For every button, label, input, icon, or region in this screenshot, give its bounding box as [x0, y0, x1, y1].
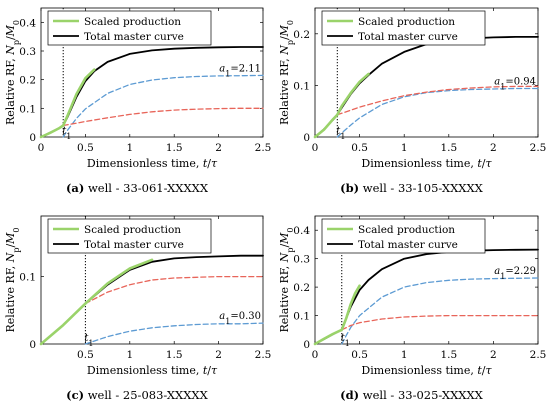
x-tick-label: 2: [215, 142, 222, 154]
a1-label: a1=2.11: [219, 63, 261, 78]
legend-box: [321, 10, 486, 46]
series-scaled-production: [313, 72, 370, 139]
x-tick-label: 0: [312, 349, 319, 361]
x-tick-label: 0.5: [77, 349, 94, 361]
x-tick-label: 1.5: [440, 349, 457, 361]
y-tick-label: 0.2: [293, 29, 310, 41]
series-component-red: [336, 85, 539, 116]
legend-label-scaled: Scaled production: [84, 16, 181, 28]
y-tick-label: 0.3: [293, 254, 310, 266]
x-axis-label: Dimensionless time, t/τ: [87, 364, 218, 377]
x-tick-label: 1.5: [440, 142, 457, 154]
t1-label: t1: [336, 126, 345, 141]
x-tick-label: 1: [126, 142, 133, 154]
y-tick-label: 0.3: [19, 46, 36, 58]
legend-label-scaled: Scaled production: [358, 16, 455, 28]
plot-frame: [314, 7, 539, 138]
x-tick-label: 1: [401, 349, 408, 361]
series-scaled-production: [39, 258, 154, 346]
legend-label-total: Total master curve: [84, 31, 184, 43]
series-scaled-production: [39, 68, 96, 139]
series-component-blue: [84, 322, 264, 345]
y-tick-label: 0.1: [293, 80, 310, 92]
chart-panel-1: 0 0.5 1 1.5 2 2.5 0 0.1 0.2 0.3 0.4 t1 a1=2.11 Scaled…: [4, 7, 272, 195]
x-axis-label: Dimensionless time, t/τ: [87, 157, 218, 170]
y-tick-label: 0.1: [293, 311, 310, 323]
x-tick-label: 0: [38, 142, 45, 154]
a1-label: a1=0.30: [219, 311, 261, 326]
x-tick-label: 2.5: [530, 142, 547, 154]
x-tick-label: 1: [401, 142, 408, 154]
legend-box: [47, 218, 212, 254]
t1-label: t1: [62, 126, 71, 141]
panel-caption: (a) well - 33-061-XXXXX: [66, 181, 209, 195]
series-scaled-production: [313, 284, 361, 346]
series-total-master-curve: [40, 254, 264, 345]
legend-label-total: Total master curve: [358, 239, 458, 251]
t1-label: t1: [341, 333, 350, 348]
y-tick-label: 0: [303, 339, 310, 351]
x-tick-label: 0.5: [351, 142, 368, 154]
series-component-blue: [62, 74, 264, 138]
x-tick-label: 1.5: [166, 142, 183, 154]
series-component-blue: [336, 87, 539, 138]
y-axis-label: Relative RF, Np/M0: [4, 227, 21, 332]
y-tick-label: 0.1: [19, 103, 36, 115]
y-tick-label: 0.1: [19, 272, 36, 284]
panel-caption: (c) well - 25-083-XXXXX: [66, 388, 208, 402]
y-tick-label: 0: [29, 339, 36, 351]
legend-box: [321, 218, 486, 254]
legend-label-scaled: Scaled production: [84, 224, 181, 236]
series-component-blue: [341, 277, 539, 345]
x-tick-label: 0.5: [351, 349, 368, 361]
y-axis-label: Relative RF, Np/M0: [278, 20, 295, 125]
a1-label: a1=0.94: [494, 76, 536, 91]
series-component-red: [341, 314, 539, 331]
x-tick-label: 1: [126, 349, 133, 361]
x-tick-label: 0: [312, 142, 319, 154]
x-axis-label: Dimensionless time, t/τ: [361, 364, 492, 377]
legend-label-total: Total master curve: [84, 239, 184, 251]
panel-caption: (d) well - 33-025-XXXXX: [340, 388, 483, 402]
x-tick-label: 2.5: [530, 349, 547, 361]
panel-caption: (b) well - 33-105-XXXXX: [340, 181, 483, 195]
y-tick-label: 0: [303, 132, 310, 144]
chart-panel-2: 0 0.5 1 1.5 2 2.5 0 0.1 0.2 t1 a1=0.94 Scaled produ…: [278, 7, 547, 195]
y-axis-label: Relative RF, Np/M0: [4, 20, 21, 125]
x-tick-label: 2.5: [255, 142, 272, 154]
x-axis-label: Dimensionless time, t/τ: [361, 157, 492, 170]
chart-panel-3: 0.5 1 1.5 2 2.5 0 0.1 t1 a1=0.30 Scaled productio…: [4, 215, 272, 402]
series-component-red: [62, 107, 264, 127]
a1-label: a1=2.29: [494, 266, 536, 281]
x-tick-label: 2: [490, 142, 497, 154]
y-tick-label: 0.4: [19, 17, 36, 29]
legend-box: [47, 10, 212, 46]
x-tick-label: 2: [490, 349, 497, 361]
x-tick-label: 2: [215, 349, 222, 361]
x-tick-label: 2.5: [255, 349, 272, 361]
y-tick-label: 0.4: [293, 225, 310, 237]
legend-label-scaled: Scaled production: [358, 224, 455, 236]
y-axis-label: Relative RF, Np/M0: [278, 227, 295, 332]
x-tick-label: 1.5: [166, 349, 183, 361]
series-total-master-curve: [314, 248, 539, 345]
x-tick-label: 0.5: [77, 142, 94, 154]
y-tick-label: 0: [29, 132, 36, 144]
t1-label: t1: [84, 333, 93, 348]
plot-frame: [314, 215, 539, 345]
chart-panel-4: 0 0.5 1 1.5 2 2.5 0 0.1 0.2 0.3 0.4 t1 a1=2.29 Scaled…: [278, 215, 547, 402]
legend-label-total: Total master curve: [358, 31, 458, 43]
plot-frame: [40, 7, 264, 138]
y-tick-label: 0.2: [19, 75, 36, 87]
y-tick-label: 0.2: [293, 282, 310, 294]
series-component-red: [84, 275, 264, 305]
plot-frame: [40, 215, 264, 345]
